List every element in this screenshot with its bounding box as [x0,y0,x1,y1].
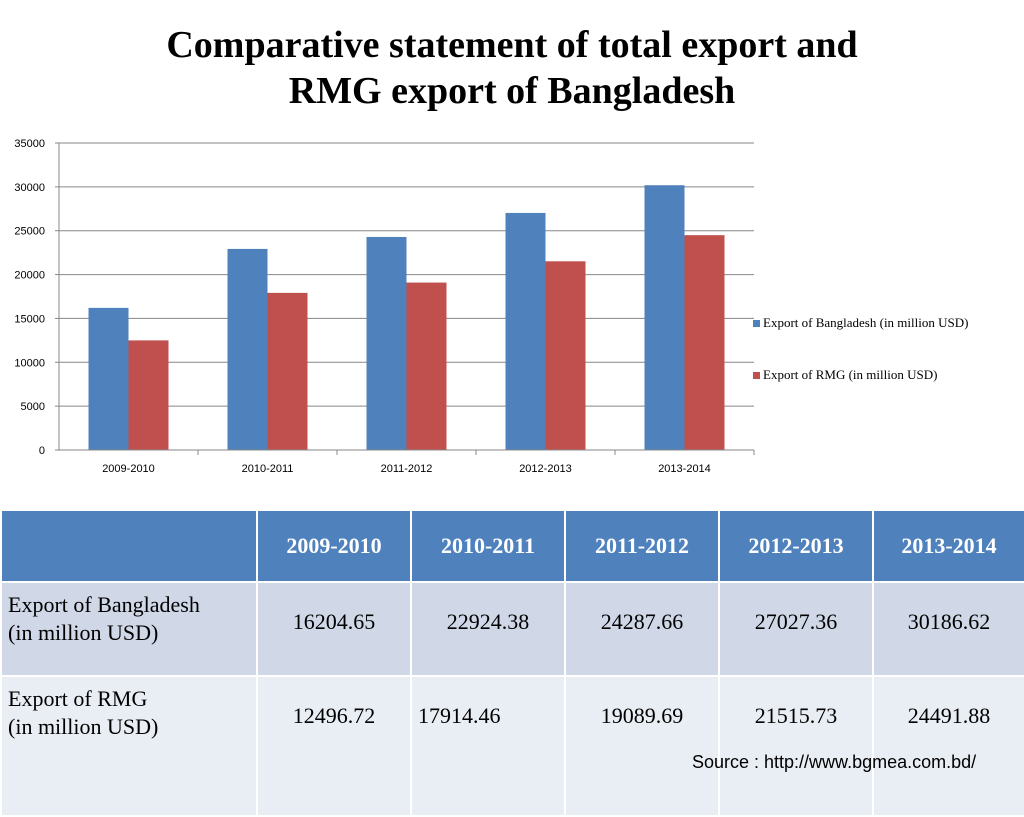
x-tick-label: 2009-2010 [102,463,155,475]
source-note: Source : http://www.bgmea.com.bd/ [692,752,977,772]
title-line-1: Comparative statement of total export an… [166,24,858,66]
y-tick-label: 5000 [21,401,45,413]
y-axis-ticks: 0 5000 10000 15000 20000 25000 30000 35000 [14,138,59,457]
table-cell: 22924.38 [410,581,566,677]
bar-export-bangladesh [505,212,546,450]
chart-bars [88,185,725,450]
table-cell: 16204.65 [256,581,412,677]
legend-label: Export of RMG (in million USD) [763,367,937,382]
legend-swatch [753,320,760,327]
table-cell: 27027.36 [718,581,874,677]
bar-export-rmg [128,340,169,450]
table-cell: 30186.62 [872,581,1024,677]
table-cell: 24491.88 [872,675,1024,817]
table-cell: 19089.69 [564,675,720,817]
table-cell: 21515.73 [718,675,874,817]
row-label-line-2: (in million USD) [8,714,159,739]
y-tick-label: 35000 [14,138,45,150]
table-cell: 17914.46 [410,675,566,817]
title-line-2: RMG export of Bangladesh [288,70,736,112]
table-cell: 24287.66 [564,581,720,677]
table-header-row: 2009-2010 2010-2011 2011-2012 2012-2013 … [0,509,1024,583]
table-header-corner [0,509,258,583]
bar-export-rmg [406,282,447,450]
table-header-cell: 2013-2014 [872,509,1024,583]
chart-legend: Export of Bangladesh (in million USD) Exp… [753,315,968,382]
bar-export-bangladesh [366,236,407,450]
row-label-line-1: Export of Bangladesh [8,592,200,617]
table-header-cell: 2010-2011 [410,509,566,583]
row-label: Export of RMG (in million USD) [0,675,258,817]
y-tick-label: 20000 [14,270,45,282]
table-cell: 12496.72 [256,675,412,817]
x-tick-label: 2010-2011 [242,463,294,475]
x-tick-label: 2013-2014 [658,463,711,475]
y-tick-label: 0 [39,445,45,457]
x-tick-label: 2012-2013 [519,463,572,475]
row-label-line-1: Export of RMG [8,686,148,711]
bar-export-rmg [267,292,308,450]
y-tick-label: 15000 [14,313,45,325]
y-tick-label: 25000 [14,226,45,238]
legend-label: Export of Bangladesh (in million USD) [763,315,968,330]
x-tick-label: 2011-2012 [381,463,433,475]
table-row: Export of Bangladesh (in million USD) 16… [0,581,1024,677]
table-header-cell: 2011-2012 [564,509,720,583]
y-tick-label: 10000 [14,357,45,369]
row-label: Export of Bangladesh (in million USD) [0,581,258,677]
bar-export-bangladesh [644,185,685,450]
table-header-cell: 2009-2010 [256,509,412,583]
x-axis-ticks: 2009-2010 2010-2011 2011-2012 2012-2013 2013… [102,450,755,475]
row-label-line-2: (in million USD) [8,620,159,645]
y-tick-label: 30000 [14,182,45,194]
page-title: Comparative statement of total export an… [0,22,1024,114]
bar-export-bangladesh [88,307,129,450]
chart-axes [58,143,754,451]
bar-export-rmg [545,261,586,450]
table-row: Export of RMG (in million USD) 12496.72 … [0,675,1024,817]
bar-export-rmg [684,235,725,450]
bar-chart: 0 5000 10000 15000 20000 25000 30000 35000 2009… [14,138,968,475]
bar-export-bangladesh [227,248,268,450]
legend-swatch [753,372,760,379]
table-header-cell: 2012-2013 [718,509,874,583]
